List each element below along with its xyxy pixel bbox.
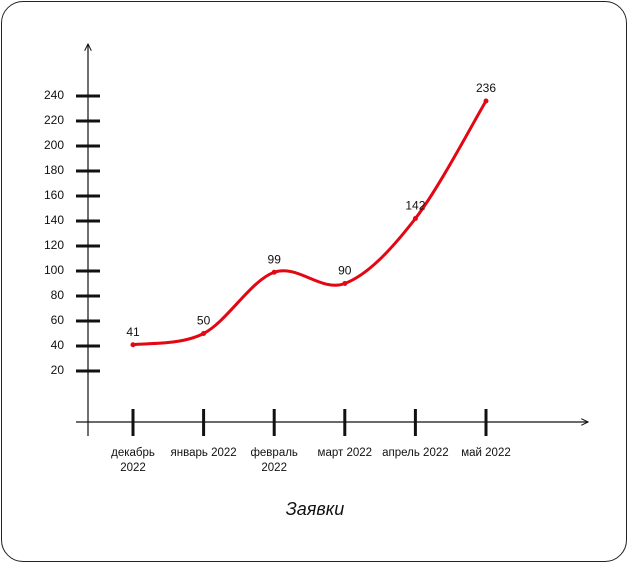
value-label: 41 bbox=[126, 325, 140, 339]
x-tick-label: март 2022 bbox=[317, 447, 373, 459]
x-tick-label: январь 2022 bbox=[170, 447, 237, 459]
data-point bbox=[342, 281, 348, 286]
y-tick-label: 80 bbox=[51, 288, 65, 302]
value-label: 99 bbox=[268, 252, 282, 266]
x-tick-label: апрель 2022 bbox=[382, 447, 449, 459]
y-tick-label: 200 bbox=[44, 138, 64, 152]
chart-title: Заявки bbox=[286, 499, 345, 519]
value-label: 50 bbox=[197, 314, 211, 328]
y-tick-label: 120 bbox=[44, 238, 64, 252]
y-tick-label: 100 bbox=[44, 263, 64, 277]
value-label: 142 bbox=[405, 199, 425, 213]
y-tick-label: 160 bbox=[44, 188, 64, 202]
data-point bbox=[201, 331, 207, 336]
y-tick-label: 20 bbox=[51, 363, 65, 377]
y-tick-label: 220 bbox=[44, 113, 64, 127]
y-tick-label: 180 bbox=[44, 163, 64, 177]
x-tick-label: февраль 2022 bbox=[250, 447, 298, 474]
data-point bbox=[130, 342, 136, 348]
data-point bbox=[483, 98, 489, 104]
data-point bbox=[412, 216, 418, 221]
value-label: 236 bbox=[476, 81, 496, 95]
value-label: 90 bbox=[338, 264, 352, 278]
data-line bbox=[131, 99, 488, 347]
y-tick-label: 40 bbox=[51, 338, 65, 352]
x-tick-label: май 2022 bbox=[461, 447, 511, 459]
data-point bbox=[271, 269, 277, 275]
y-tick-label: 140 bbox=[44, 213, 64, 227]
y-tick-label: 60 bbox=[51, 313, 65, 327]
x-tick-label: декабрь 2022 bbox=[111, 447, 155, 474]
y-tick-label: 240 bbox=[44, 88, 64, 102]
